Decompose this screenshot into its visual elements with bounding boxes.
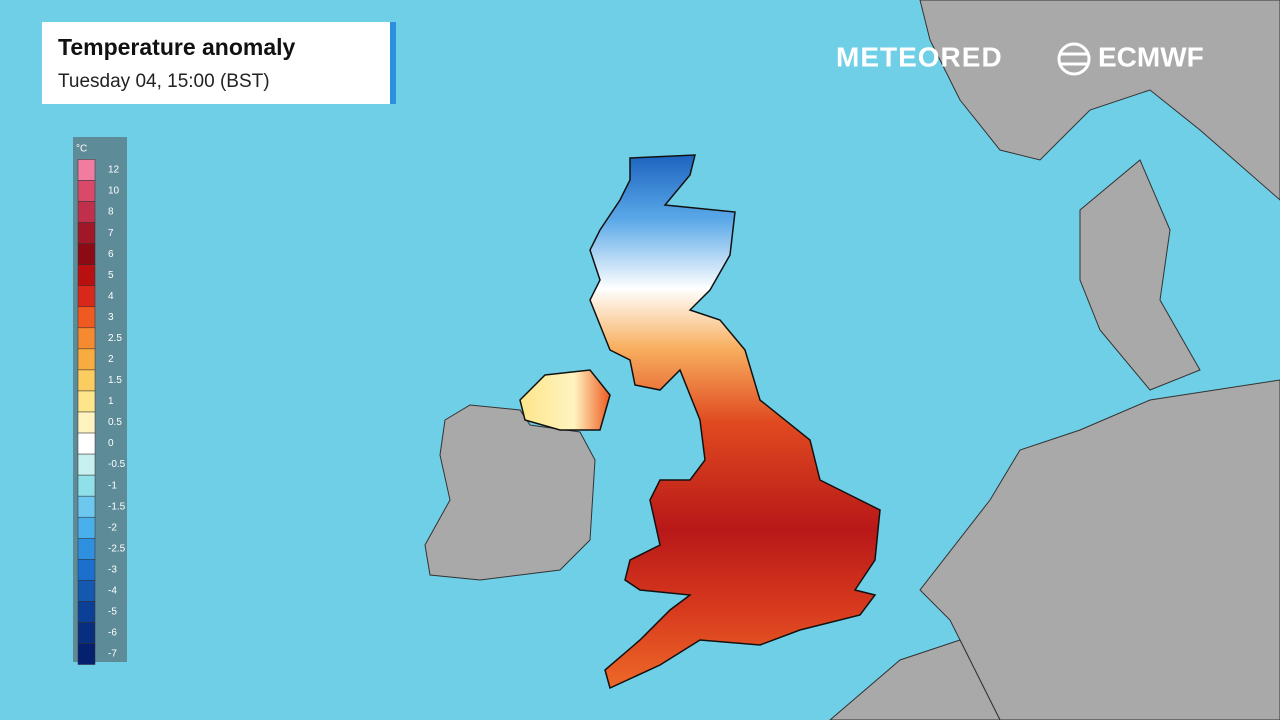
logo: ECMWF xyxy=(1098,41,1204,72)
legend-label: -6 xyxy=(108,628,117,639)
legend-swatch xyxy=(77,411,96,434)
legend-label: 0.5 xyxy=(108,417,122,428)
logo-icon xyxy=(1057,42,1091,76)
legend-swatch xyxy=(77,559,96,581)
legend-unit: °C xyxy=(76,144,87,155)
legend-swatch xyxy=(77,348,96,371)
legend-label: 1.5 xyxy=(108,375,122,386)
legend-label: 8 xyxy=(108,207,114,218)
legend-swatch xyxy=(77,390,96,413)
legend-label: -1 xyxy=(108,480,117,491)
title: Temperature anomaly xyxy=(58,34,296,60)
legend-swatch xyxy=(77,264,96,286)
land xyxy=(424,0,1280,720)
legend-swatch xyxy=(77,643,96,665)
logo: METEORED xyxy=(836,41,1003,72)
legend-label: -5 xyxy=(108,607,117,618)
legend-swatch xyxy=(77,516,96,539)
legend-label: 1 xyxy=(108,396,114,407)
title-accent xyxy=(390,22,396,104)
legend-label: 0 xyxy=(108,438,114,449)
legend-label: -7 xyxy=(108,649,117,660)
legend-label: 7 xyxy=(108,228,114,239)
legend-label: 12 xyxy=(108,165,120,176)
legend-label: 2 xyxy=(108,354,114,365)
legend-swatch xyxy=(77,180,96,202)
legend-label: -0.5 xyxy=(108,459,126,470)
legend-swatch xyxy=(77,369,96,392)
legend-swatch xyxy=(77,285,96,308)
legend-label: 6 xyxy=(108,249,114,260)
legend-swatch xyxy=(77,538,96,560)
subtitle: Tuesday 04, 15:00 (BST) xyxy=(58,71,270,92)
legend-swatch xyxy=(77,622,96,644)
legend-swatch xyxy=(77,601,96,623)
legend-swatch xyxy=(77,306,96,329)
great-britain xyxy=(589,154,881,690)
legend-label: 3 xyxy=(108,312,114,323)
legend-label: -2.5 xyxy=(108,543,126,554)
northern-ireland xyxy=(519,369,611,431)
legend-swatch xyxy=(77,432,96,455)
legend-label: 10 xyxy=(108,186,120,197)
legend-label: -1.5 xyxy=(108,501,126,512)
legend-swatch xyxy=(77,580,96,602)
legend-swatch xyxy=(77,327,96,350)
legend-swatch xyxy=(77,243,96,265)
legend-label: 4 xyxy=(108,291,114,302)
legend-swatch xyxy=(77,453,96,476)
legend-label: -4 xyxy=(108,586,117,597)
legend-swatch xyxy=(77,159,96,181)
legend-label: 5 xyxy=(108,270,114,281)
legend-swatch xyxy=(77,222,96,244)
legend-label: -3 xyxy=(108,564,117,575)
legend-swatch xyxy=(77,201,96,223)
legend-swatch xyxy=(77,474,96,497)
title-box xyxy=(42,22,390,104)
legend-swatch xyxy=(77,495,96,518)
legend: 12 10 8 7 6 5 4 3 2.5 2 1.5 1 0.5 0 -0.5 -1 -1.5 -2 -2.5 -3… xyxy=(77,159,126,665)
legend-label: 2.5 xyxy=(108,333,122,344)
legend-label: -2 xyxy=(108,522,117,533)
